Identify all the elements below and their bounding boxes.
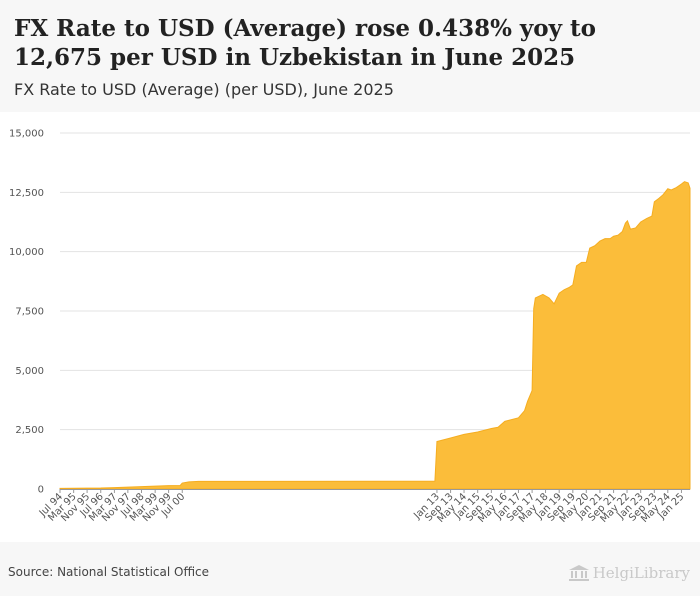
chart-title: FX Rate to USD (Average) rose 0.438% yoy… <box>14 15 596 71</box>
series-layer <box>59 181 691 490</box>
y-tick-label: 15,000 <box>9 129 44 140</box>
library-building-icon <box>568 565 589 581</box>
area-chart: 0 2,500 5,000 7,500 10,000 12,500 15,000 Jul 9… <box>9 129 691 525</box>
chart-area: 0 2,500 5,000 7,500 10,000 12,500 15,000 Jul 9… <box>0 112 700 542</box>
axis-layer <box>59 489 690 493</box>
helgi-library-logo[interactable]: HelgiLibrary <box>568 564 690 582</box>
y-tick-label: 2,500 <box>15 425 44 436</box>
y-tick-label: 7,500 <box>15 307 44 318</box>
y-tick-label: 5,000 <box>15 366 44 377</box>
y-tick-label: 12,500 <box>9 188 44 199</box>
y-axis-ticks: 0 2,500 5,000 7,500 10,000 12,500 15,000 <box>9 129 44 496</box>
logo-text: HelgiLibrary <box>592 564 690 582</box>
source-note: Source: National Statistical Office <box>8 565 210 579</box>
series-area-fx-rate <box>59 181 691 490</box>
chart-subtitle: FX Rate to USD (Average) (per USD), June… <box>14 80 394 99</box>
y-tick-label: 0 <box>38 485 44 496</box>
y-tick-label: 10,000 <box>9 247 44 258</box>
